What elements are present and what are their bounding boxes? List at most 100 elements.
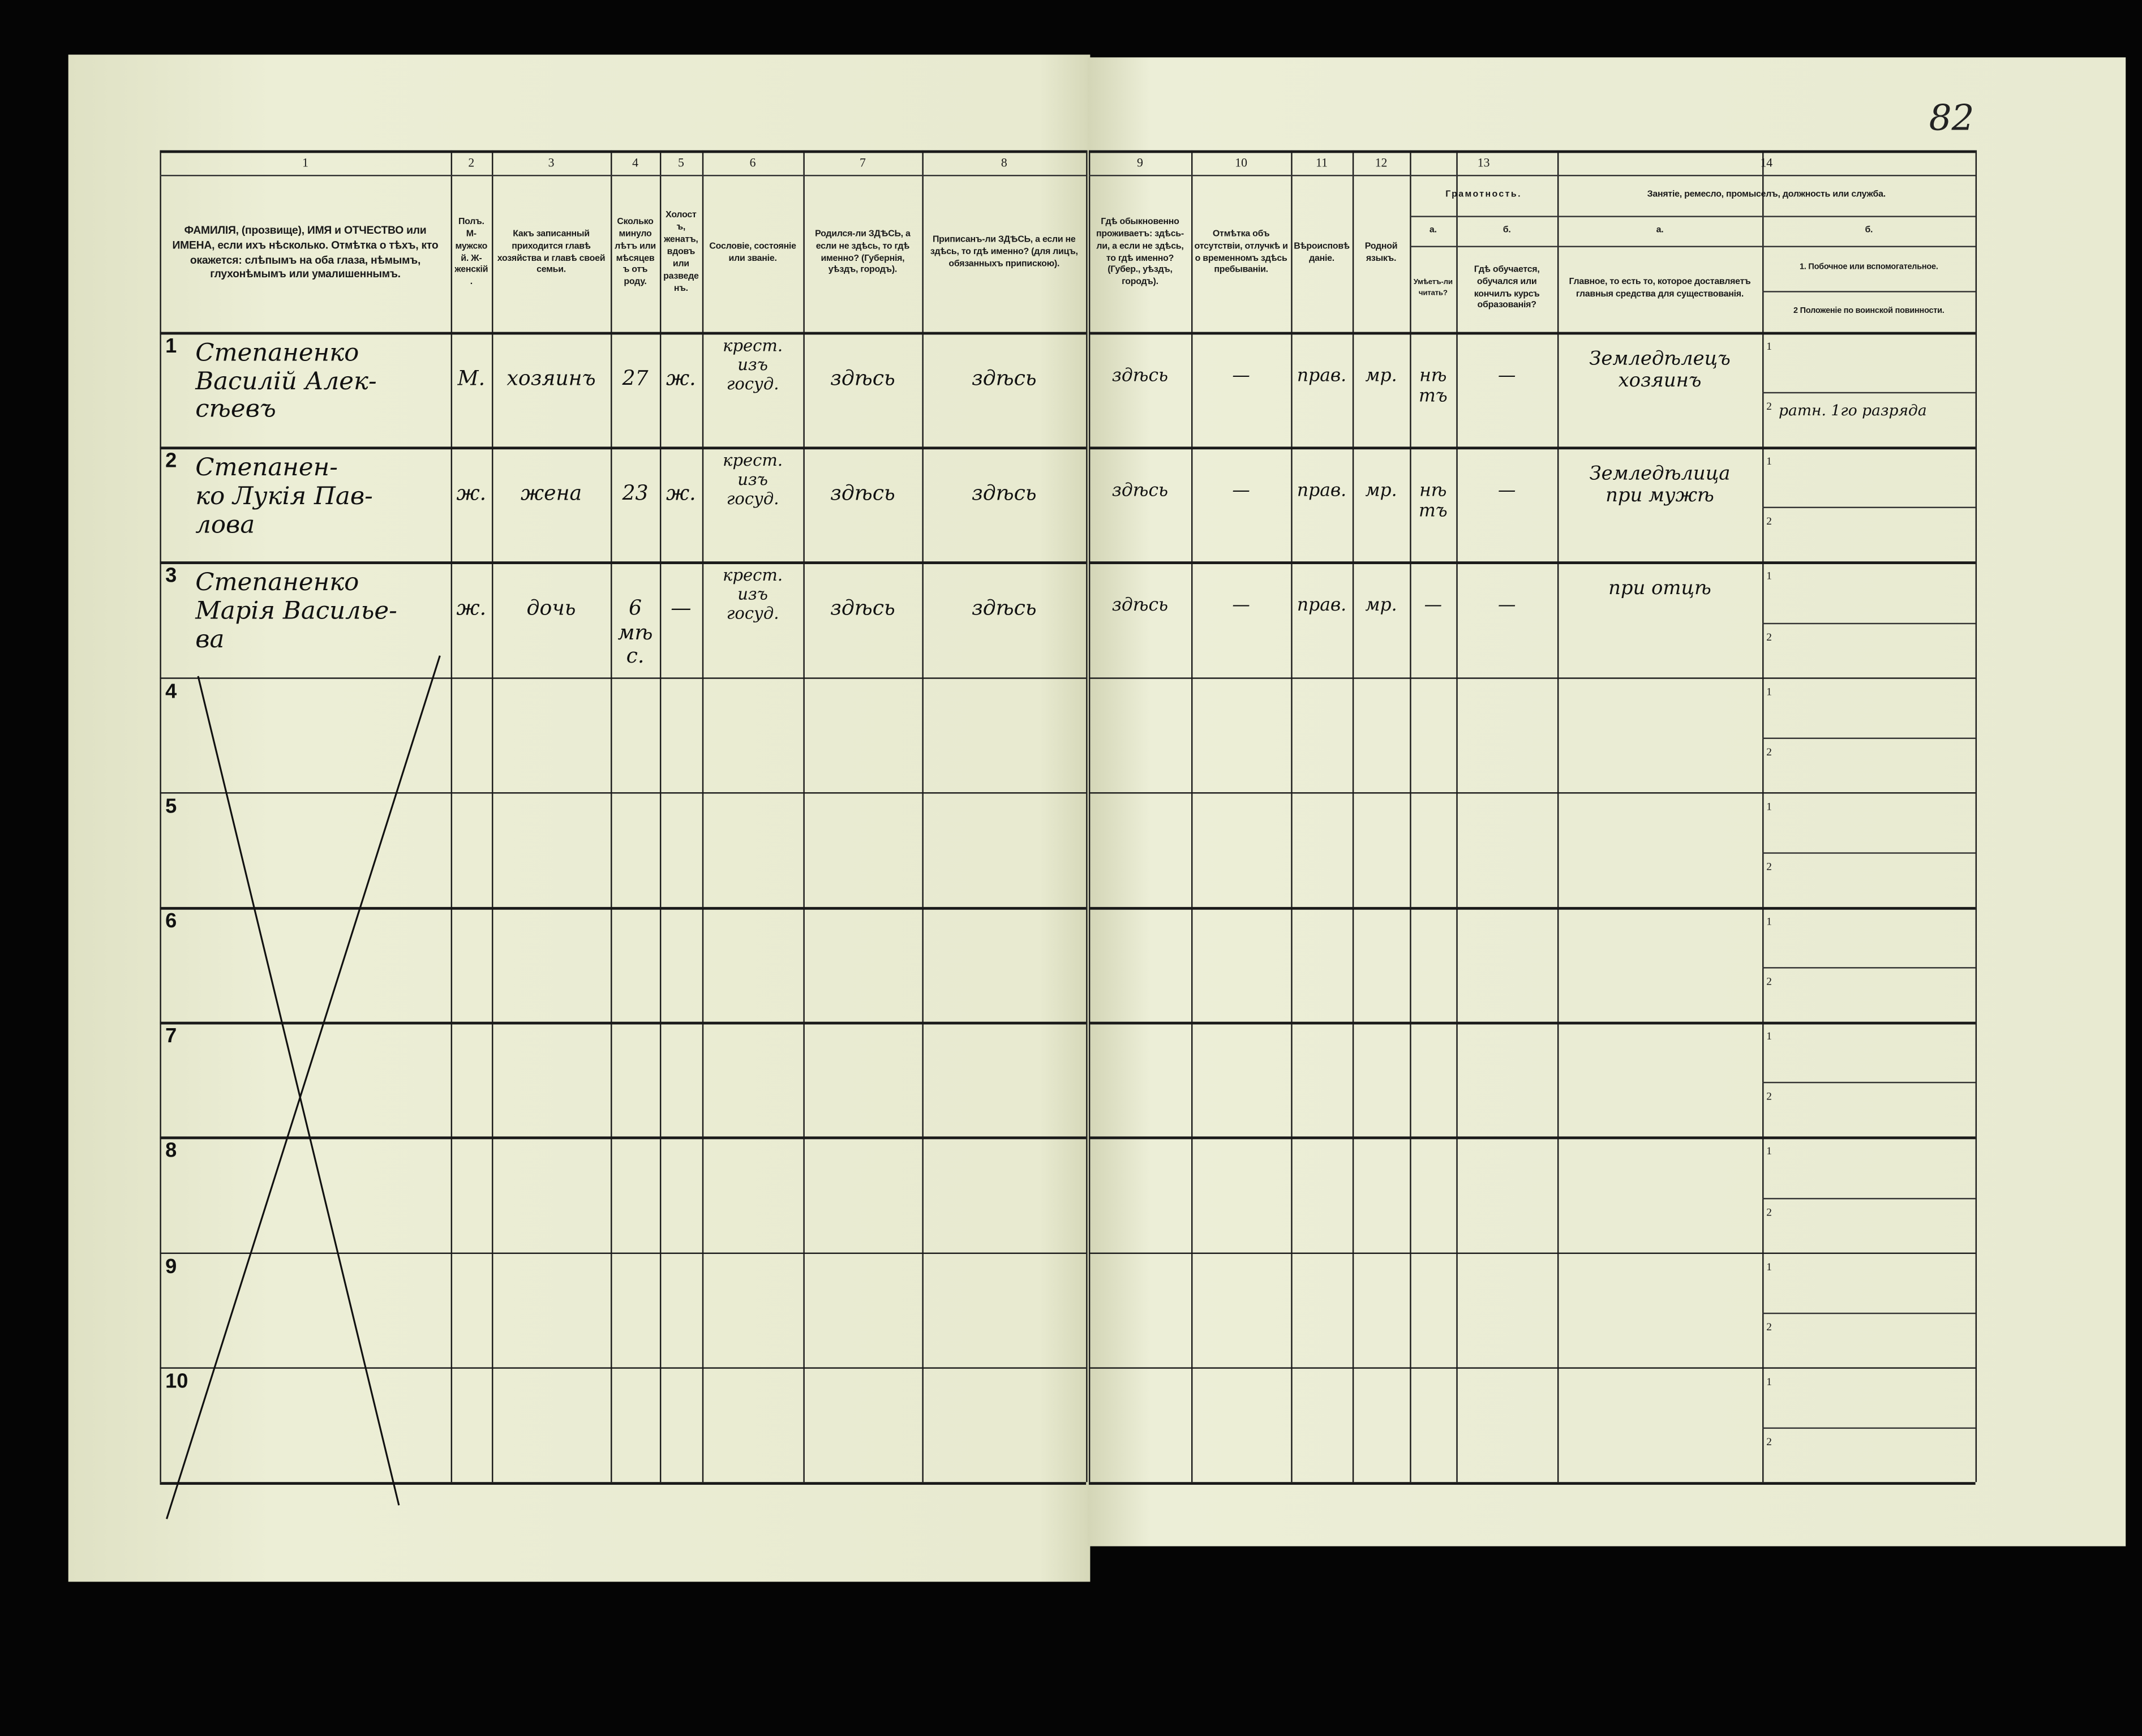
rule (1762, 291, 1976, 293)
cell-relation[interactable]: дочь (526, 596, 576, 621)
row-rule (1088, 1367, 1976, 1369)
cell-marital[interactable]: ж. (666, 366, 696, 391)
cell-military[interactable]: ратн. 1го разряда (1779, 401, 1927, 420)
cell-education[interactable]: — (1497, 596, 1516, 617)
cell-occupation[interactable]: Земледѣлецъ хозяинъ (1589, 348, 1731, 393)
cell-born[interactable]: здѣсь (830, 596, 895, 621)
cell-sex[interactable]: М. (457, 366, 486, 391)
cell-absence[interactable]: — (1232, 366, 1250, 387)
sub-row-rule (1762, 622, 1976, 624)
cell-estate[interactable]: крест. изъ госуд. (723, 451, 783, 508)
column-rule (1352, 150, 1354, 1483)
sub-label: а. (1429, 225, 1437, 235)
sub-row-rule (1762, 507, 1976, 509)
row-number: 3 (165, 564, 177, 588)
sub-row-label-2: 2 (1766, 400, 1772, 413)
column-header: ФАМИЛІЯ, (прозвище), ИМЯ и ОТЧЕСТВО или … (172, 224, 439, 281)
cell-name[interactable]: Степаненко Василій Алек- сѣевъ (195, 338, 377, 424)
rule (1410, 216, 1976, 217)
cell-registered[interactable]: здѣсь (971, 481, 1037, 506)
number-row-rule (1088, 174, 1976, 177)
sub-row-label-1: 1 (1766, 1375, 1772, 1388)
sub-row-label-1: 1 (1766, 570, 1772, 583)
row-rule (160, 562, 1087, 564)
sub-row-rule (1762, 1312, 1976, 1314)
sub-row-label-2: 2 (1766, 1320, 1772, 1333)
row-rule (1088, 446, 1976, 449)
cell-relation[interactable]: хозяинъ (506, 366, 596, 391)
cell-age[interactable]: 27 (622, 366, 649, 391)
cell-literate[interactable]: — (1424, 596, 1442, 617)
column-number: 9 (1137, 156, 1143, 170)
cell-absence[interactable]: — (1232, 481, 1250, 502)
column-header: 1. Побочное или вспомогательное. (1800, 264, 1938, 273)
cell-religion[interactable]: прав. (1297, 481, 1347, 502)
sub-row-label-1: 1 (1766, 800, 1772, 813)
sub-row-label-2: 2 (1766, 975, 1772, 988)
sub-row-label-2: 2 (1766, 860, 1772, 873)
cell-residence[interactable]: здѣсь (1111, 596, 1169, 617)
cell-marital[interactable]: ж. (666, 481, 696, 506)
cell-residence[interactable]: здѣсь (1111, 481, 1169, 502)
cell-residence[interactable]: здѣсь (1111, 366, 1169, 387)
cell-occupation[interactable]: при отцѣ (1608, 578, 1711, 600)
column-rule (1291, 150, 1293, 1483)
cell-estate[interactable]: крест. изъ госуд. (723, 566, 783, 623)
row-rule (160, 1137, 1087, 1140)
cell-sex[interactable]: ж. (456, 481, 487, 506)
cell-religion[interactable]: прав. (1297, 596, 1347, 617)
cell-marital[interactable]: — (671, 596, 692, 621)
row-rule (160, 446, 1087, 449)
cell-relation[interactable]: жена (520, 481, 582, 506)
column-rule (803, 150, 805, 1483)
cell-sex[interactable]: ж. (456, 596, 487, 621)
row-rule (1088, 1482, 1976, 1485)
column-number: 14 (1760, 156, 1773, 170)
cell-born[interactable]: здѣсь (830, 366, 895, 391)
cell-age[interactable]: 23 (622, 481, 649, 506)
cell-education[interactable]: — (1497, 481, 1516, 502)
column-header: Родной языкъ. (1364, 241, 1398, 263)
cell-literate[interactable]: нѣтъ (1418, 481, 1448, 522)
cross-line-2 (166, 655, 441, 1519)
column-header: Главное, то есть то, которое доставляетъ… (1569, 277, 1751, 299)
row-number: 4 (165, 680, 177, 703)
cell-language[interactable]: мр. (1365, 366, 1397, 387)
row-rule (160, 1022, 1087, 1024)
row-rule (160, 1367, 1087, 1369)
column-header: Сословіе, состояніе или званіе. (709, 241, 796, 263)
cell-name[interactable]: Степанен- ко Лукія Пав- лова (195, 453, 373, 539)
literacy-title: Грамотность. (1445, 189, 1522, 199)
column-number: 8 (1001, 156, 1007, 170)
column-header: Сколько минуло лѣтъ или мѣсяцевъ отъ род… (615, 217, 656, 287)
header-bottom-rule (160, 332, 1087, 334)
column-rule (1975, 150, 1977, 1483)
cell-registered[interactable]: здѣсь (971, 366, 1037, 391)
cell-name[interactable]: Степаненко Марія Василье- ва (195, 569, 397, 654)
sub-row-rule (1762, 737, 1976, 739)
cell-occupation[interactable]: Земледѣлица при мужѣ (1589, 463, 1731, 508)
cell-estate[interactable]: крест. изъ госуд. (723, 336, 783, 393)
cell-language[interactable]: мр. (1365, 596, 1397, 617)
cell-language[interactable]: мр. (1365, 481, 1397, 502)
column-number: 13 (1477, 156, 1490, 170)
column-number: 7 (860, 156, 866, 170)
table-top-rule (1088, 150, 1976, 153)
cell-born[interactable]: здѣсь (830, 481, 895, 506)
column-number: 1 (302, 156, 308, 170)
cell-registered[interactable]: здѣсь (971, 596, 1037, 621)
cell-absence[interactable]: — (1232, 596, 1250, 617)
column-rule (160, 150, 162, 1483)
column-header: Приписанъ-ли ЗДѢСЬ, а если не здѣсь, то … (930, 235, 1078, 269)
column-header: Гдѣ обыкновенно проживаетъ: здѣсь-ли, а … (1096, 217, 1184, 287)
number-row-rule (160, 174, 1087, 177)
cell-religion[interactable]: прав. (1297, 366, 1347, 387)
sub-label: б. (1865, 225, 1873, 235)
cell-literate[interactable]: нѣтъ (1418, 366, 1448, 407)
column-number: 2 (468, 156, 475, 170)
cell-education[interactable]: — (1497, 366, 1516, 387)
sub-row-rule (1762, 392, 1976, 394)
cell-age[interactable]: 6 мѣс. (617, 596, 653, 668)
column-number: 4 (632, 156, 638, 170)
